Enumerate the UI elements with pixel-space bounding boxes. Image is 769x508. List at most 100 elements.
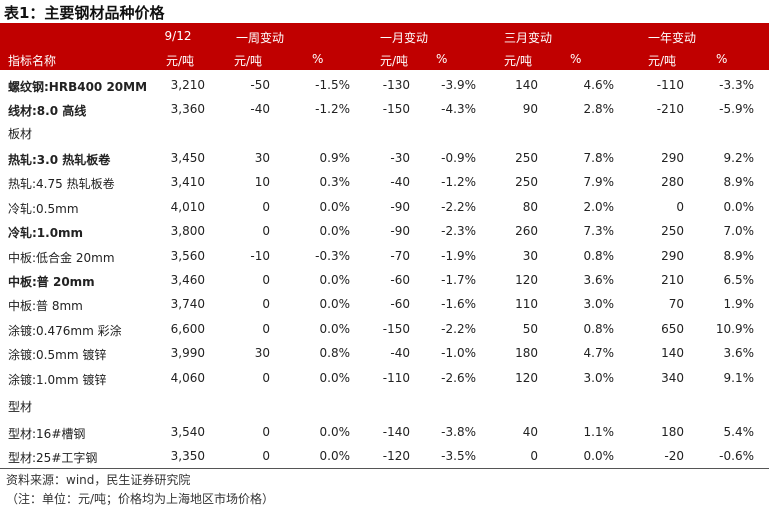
cell-qp: 4.7%: [583, 346, 615, 361]
cell-w: 0: [262, 297, 270, 312]
cell-y: 210: [661, 273, 684, 287]
cell-w: 0: [262, 425, 270, 439]
cell-qp: 2.0%: [583, 199, 615, 214]
cell-y: -20: [664, 449, 684, 464]
cell-y: 180: [661, 425, 684, 439]
cell-qp: 0.8%: [583, 321, 615, 336]
cell-y: 250: [661, 224, 684, 239]
cell-name: 涂镀:0.5mm 镀锌: [8, 348, 107, 363]
header-pct-year: %: [716, 52, 728, 66]
cell-price: 6,600: [170, 321, 205, 336]
section-plate-label: 板材: [8, 127, 33, 141]
cell-m: -90: [390, 224, 410, 239]
cell-yp: -3.3%: [719, 78, 754, 92]
cell-qp: 3.0%: [583, 370, 615, 385]
cell-qp: 7.9%: [583, 175, 615, 190]
cell-m: -140: [382, 425, 410, 439]
cell-name: 型材:16#槽钢: [8, 427, 86, 441]
cell-wp: 0.0%: [319, 449, 351, 464]
cell-w: 30: [254, 151, 270, 165]
cell-q: 250: [515, 151, 538, 165]
cell-wp: -1.2%: [315, 102, 350, 117]
cell-w: 0: [262, 224, 270, 239]
cell-qp: 3.6%: [583, 273, 615, 287]
cell-name: 中板:普 20mm: [8, 275, 95, 289]
cell-wp: 0.0%: [319, 321, 351, 336]
cell-price: 4,010: [170, 199, 205, 214]
cell-q: 250: [515, 175, 538, 190]
header-pct-month: %: [436, 52, 448, 66]
cell-m: -40: [390, 175, 410, 190]
cell-q: 0: [530, 449, 538, 464]
cell-wp: -1.5%: [315, 78, 350, 92]
cell-m: -110: [382, 370, 410, 385]
cell-mp: -0.9%: [441, 151, 476, 165]
cell-price: 3,460: [170, 273, 205, 287]
cell-price: 3,210: [170, 78, 205, 92]
table-row: 中板:普 20mm 3,460 0 0.0% -60 -1.7% 120 3.6% 210 6.5…: [0, 268, 769, 292]
cell-y: -210: [656, 102, 684, 117]
cell-m: -90: [390, 199, 410, 214]
cell-name: 热轧:4.75 热轧板卷: [8, 177, 115, 192]
cell-w: 0: [262, 370, 270, 385]
cell-q: 90: [522, 102, 538, 117]
cell-w: -40: [250, 102, 270, 117]
header-date: 9/12: [164, 29, 192, 43]
header-unit-month: 元/吨: [380, 54, 409, 68]
cell-name: 涂镀:1.0mm 镀锌: [8, 372, 107, 387]
cell-mp: -2.2%: [441, 321, 476, 336]
cell-m: -40: [390, 346, 410, 361]
cell-w: 0: [262, 273, 270, 287]
cell-wp: 0.8%: [319, 346, 351, 361]
cell-wp: 0.3%: [319, 175, 351, 190]
cell-w: 0: [262, 199, 270, 214]
cell-yp: 8.9%: [723, 175, 755, 190]
cell-q: 50: [522, 321, 538, 336]
cell-w: 10: [254, 175, 270, 190]
cell-price: 4,060: [170, 370, 205, 385]
cell-mp: -2.6%: [441, 370, 476, 385]
cell-qp: 2.8%: [583, 102, 615, 117]
header-week: 一周变动: [235, 31, 285, 45]
cell-name: 线材:8.0 高线: [8, 104, 87, 119]
cell-yp: 6.5%: [723, 273, 755, 287]
cell-yp: 0.0%: [723, 199, 755, 214]
table-row: 冷轧:1.0mm 3,800 0 0.0% -90 -2.3% 260 7.3% 250 7.0%: [0, 219, 769, 243]
header-unit-price: 元/吨: [166, 54, 195, 68]
table-row: 热轧:3.0 热轧板卷 3,450 30 0.9% -30 -0.9% 250 7.8% 290…: [0, 146, 769, 170]
cell-wp: 0.0%: [319, 224, 351, 239]
cell-price: 3,540: [170, 425, 205, 439]
cell-wp: 0.9%: [319, 151, 351, 165]
cell-y: 290: [661, 248, 684, 263]
cell-price: 3,410: [170, 175, 205, 190]
cell-price: 3,450: [170, 151, 205, 165]
cell-wp: 0.0%: [319, 370, 351, 385]
cell-y: 340: [661, 370, 684, 385]
cell-qp: 0.8%: [583, 248, 615, 263]
table-row: 中板:普 8mm 3,740 0 0.0% -60 -1.6% 110 3.0% 70 1.9%: [0, 292, 769, 316]
cell-price: 3,990: [170, 346, 205, 361]
cell-y: -110: [656, 78, 684, 92]
cell-name: 热轧:3.0 热轧板卷: [8, 153, 111, 167]
cell-m: -60: [390, 273, 410, 287]
cell-qp: 4.6%: [583, 78, 615, 92]
cell-price: 3,560: [170, 248, 205, 263]
cell-name: 冷轧:0.5mm: [8, 201, 79, 216]
cell-qp: 3.0%: [583, 297, 615, 312]
cell-m: -150: [382, 321, 410, 336]
table-row: 涂镀:0.5mm 镀锌 3,990 30 0.8% -40 -1.0% 180 4.7% 140…: [0, 341, 769, 365]
header-pct-week: %: [312, 52, 324, 66]
cell-mp: -2.2%: [441, 199, 476, 214]
cell-mp: -3.9%: [441, 78, 476, 92]
unit-note: （注：单位：元/吨；价格均为上海地区市场价格）: [6, 492, 275, 506]
header-year: 一年变动: [647, 31, 697, 45]
cell-name: 冷轧:1.0mm: [8, 226, 84, 241]
cell-yp: 8.9%: [723, 248, 755, 263]
cell-name: 型材:25#工字钢: [8, 451, 98, 466]
cell-price: 3,350: [170, 449, 205, 464]
table-row: 螺纹钢:HRB400 20MM 3,210 -50 -1.5% -130 -3.9% 140…: [0, 73, 769, 97]
table-row: 中板:低合金 20mm 3,560 -10 -0.3% -70 -1.9% 30 0.8% 29…: [0, 244, 769, 268]
table-row: 型材:16#槽钢 3,540 0 0.0% -140 -3.8% 40 1.1% 180 5.4%: [0, 420, 769, 444]
cell-y: 0: [676, 199, 684, 214]
header-unit-year: 元/吨: [648, 54, 677, 68]
